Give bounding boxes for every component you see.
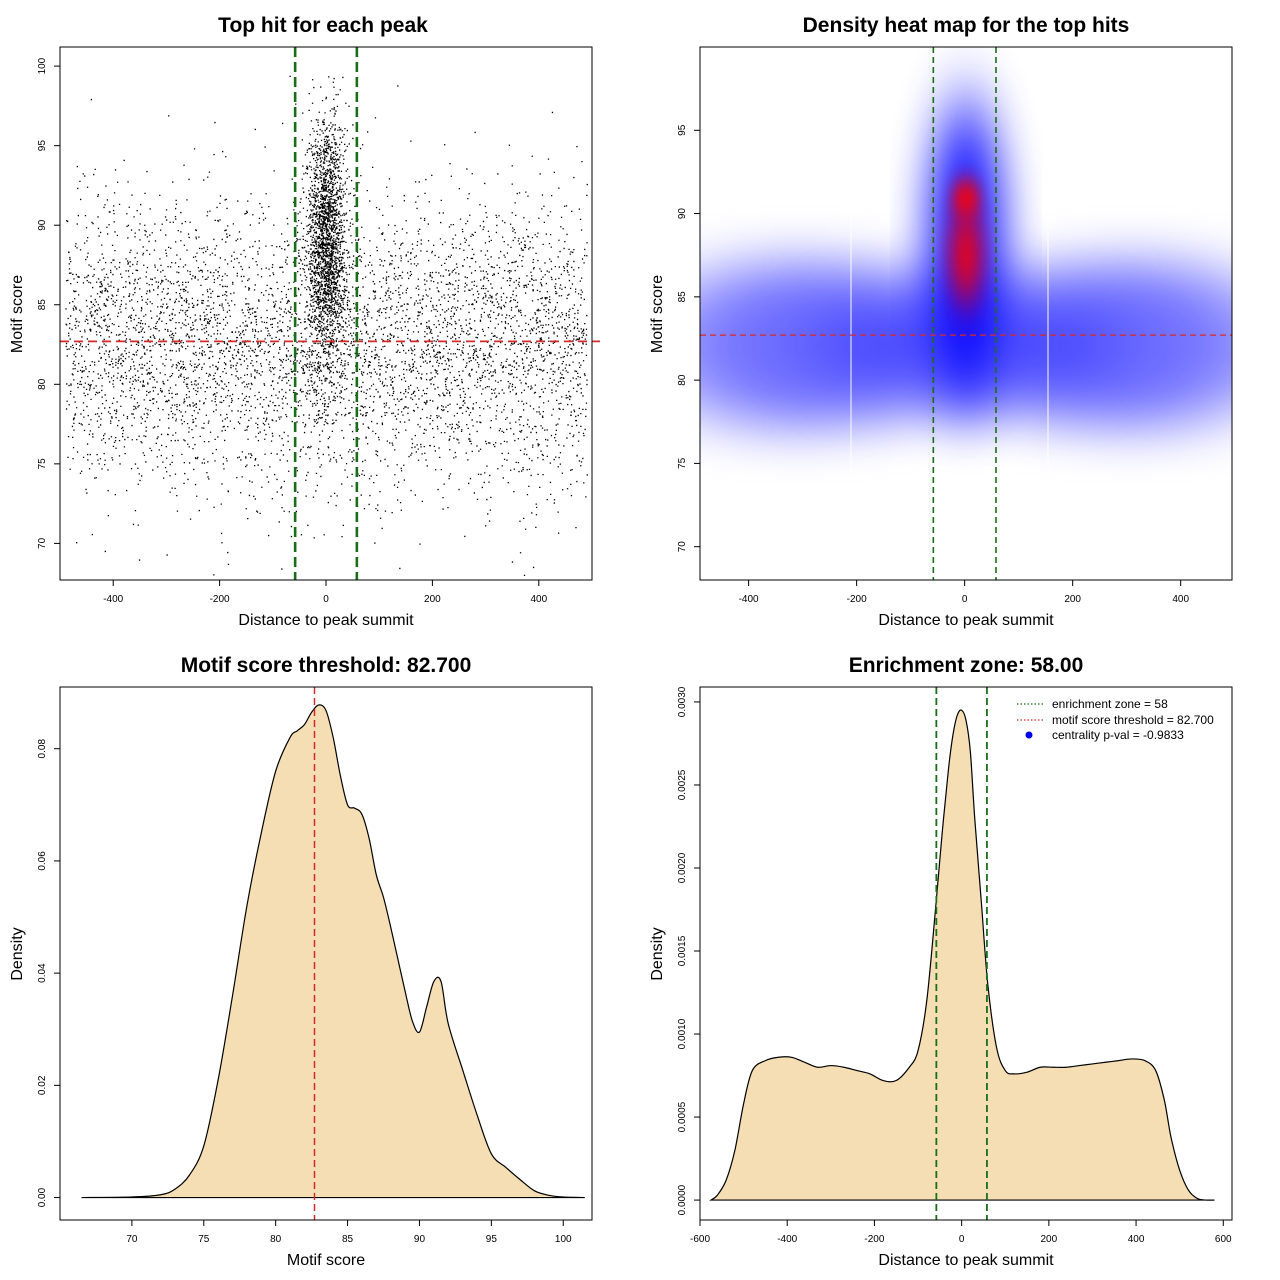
heatmap-plot-frame [699, 46, 1233, 581]
x-tick-label: 100 [555, 1234, 572, 1245]
scatter-ylabel: Motif score [9, 275, 26, 353]
x-tick-label: 200 [1064, 594, 1081, 605]
y-tick-label: 0.0005 [677, 1101, 688, 1132]
x-tick-label: 85 [342, 1234, 354, 1245]
y-tick-label: 0.0020 [677, 852, 688, 883]
distance-density-ylabel: Density [649, 927, 666, 980]
x-tick-label: 95 [486, 1234, 498, 1245]
y-tick-label: 95 [677, 124, 688, 136]
distance-density-title: Enrichment zone: 58.00 [849, 654, 1084, 677]
y-tick-label: 0.06 [37, 851, 48, 871]
y-tick-label: 75 [37, 458, 48, 470]
distance-density-plot-frame [699, 686, 1233, 1221]
heatmap-core-low [950, 207, 982, 303]
panel-distance-density: Enrichment zone: 58.00 -600 -400 -200 0 200 4… [649, 654, 1233, 1269]
y-tick-label: 0.00 [37, 1187, 48, 1207]
heatmap-title: Density heat map for the top hits [803, 14, 1130, 37]
panel-heatmap: Density heat map for the top hits -400 -2… [649, 14, 1233, 629]
x-tick-label: -400 [739, 594, 759, 605]
legend-key-pval [1025, 731, 1033, 739]
y-tick-label: 85 [677, 291, 688, 303]
x-tick-label: 70 [126, 1234, 138, 1245]
x-tick-label: 80 [270, 1234, 282, 1245]
x-tick-label: 0 [959, 1234, 965, 1245]
score-density-title: Motif score threshold: 82.700 [181, 654, 472, 677]
heatmap-xlabel: Distance to peak summit [878, 612, 1054, 629]
score-density-ylabel: Density [9, 927, 26, 980]
x-tick-label: 400 [1128, 1234, 1145, 1245]
x-tick-label: -200 [210, 594, 230, 605]
x-tick-label: 0 [962, 594, 968, 605]
y-tick-label: 85 [37, 299, 48, 311]
y-tick-label: 80 [37, 378, 48, 390]
scatter-xlabel: Distance to peak summit [238, 612, 414, 629]
distance-density-axes: -600 -400 -200 0 200 400 600 0.0000 0.0005 0.0010… [677, 686, 1232, 1245]
y-tick-label: 0.0015 [677, 935, 688, 966]
scatter-title: Top hit for each peak [218, 14, 428, 37]
legend-label-threshold: motif score threshold = 82.700 [1052, 713, 1214, 727]
y-tick-label: 0.04 [37, 963, 48, 983]
y-tick-label: 95 [37, 140, 48, 152]
panel-scatter: Top hit for each peak -400 -200 0 200 400 70 7… [9, 14, 600, 629]
scatter-points [65, 75, 588, 576]
panel-score-density: Motif score threshold: 82.700 70 75 80 85 90… [9, 654, 593, 1269]
y-tick-label: 0.0025 [677, 769, 688, 800]
scatter-point-cloud [65, 75, 588, 576]
heatmap-axes: -400 -200 0 200 400 70 75 80 85 90 95 [677, 124, 1189, 605]
distance-density-curve [709, 709, 1215, 1201]
legend-label-pval: centrality p-val = -0.9833 [1052, 728, 1184, 742]
y-tick-label: 70 [37, 537, 48, 549]
x-tick-label: 90 [414, 1234, 426, 1245]
y-tick-label: 0.02 [37, 1075, 48, 1095]
y-tick-label: 0.0010 [677, 1018, 688, 1049]
y-tick-label: 100 [37, 57, 48, 74]
x-tick-label: 75 [198, 1234, 210, 1245]
legend: enrichment zone = 58 motif score thresho… [1017, 697, 1214, 742]
y-tick-label: 70 [677, 541, 688, 553]
y-tick-label: 75 [677, 457, 688, 469]
y-tick-label: 90 [37, 219, 48, 231]
score-density-axes: 70 75 80 85 90 95 100 0.00 0.02 0.04 0.06 0.08 [37, 739, 572, 1245]
x-tick-label: -400 [777, 1234, 797, 1245]
distance-density-xlabel: Distance to peak summit [878, 1252, 1054, 1269]
x-tick-label: -200 [864, 1234, 884, 1245]
x-tick-label: 200 [1041, 1234, 1058, 1245]
x-tick-label: 400 [530, 594, 547, 605]
score-density-plot-frame [59, 686, 593, 1221]
x-tick-label: 0 [323, 594, 329, 605]
score-density-xlabel: Motif score [287, 1252, 365, 1269]
heatmap-core-high [952, 180, 980, 216]
score-density-curve [81, 704, 585, 1199]
x-tick-label: 200 [424, 594, 441, 605]
y-tick-label: 0.08 [37, 739, 48, 759]
y-tick-label: 0.0000 [677, 1184, 688, 1215]
x-tick-label: 600 [1215, 1234, 1232, 1245]
x-tick-label: -600 [690, 1234, 710, 1245]
y-tick-label: 0.0030 [677, 686, 688, 717]
heatmap-density [700, 100, 1232, 490]
x-tick-label: 400 [1172, 594, 1189, 605]
heatmap-ylabel: Motif score [649, 275, 666, 353]
y-tick-label: 80 [677, 374, 688, 386]
scatter-axes: -400 -200 0 200 400 70 75 80 85 90 95 100 [37, 57, 548, 605]
legend-label-enrichment: enrichment zone = 58 [1052, 697, 1168, 711]
y-tick-label: 90 [677, 208, 688, 220]
x-tick-label: -400 [103, 594, 123, 605]
x-tick-label: -200 [847, 594, 867, 605]
